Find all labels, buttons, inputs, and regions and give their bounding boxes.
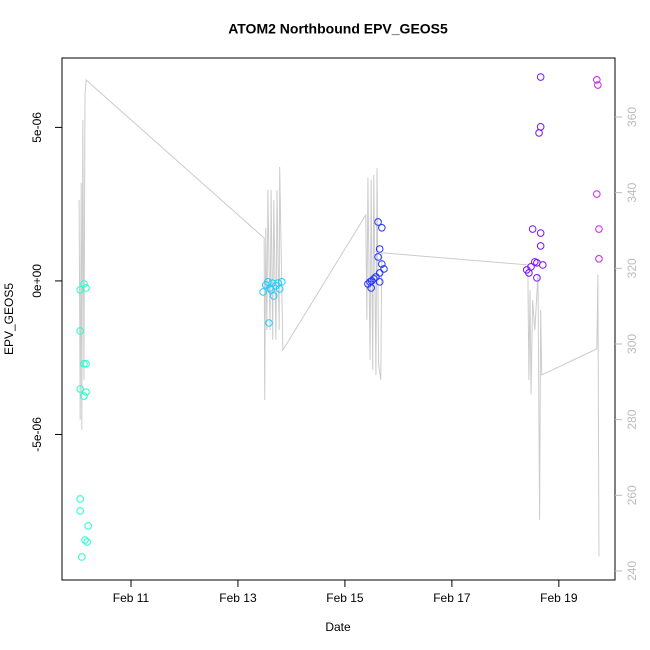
data-point (536, 73, 545, 81)
data-point (76, 495, 84, 503)
data-point (372, 273, 380, 281)
data-point (80, 360, 88, 368)
data-point (278, 278, 286, 286)
x-tick-label: Feb 13 (219, 591, 257, 605)
data-point (76, 327, 84, 335)
data-point (80, 392, 88, 400)
data-point (595, 225, 603, 233)
data-point (594, 81, 602, 89)
x-tick-label: Feb 17 (433, 591, 471, 605)
data-point (76, 385, 84, 393)
data-point (82, 388, 90, 396)
data-point (378, 224, 386, 232)
plot-frame (61, 57, 616, 581)
y-tick-label: -5e-06 (30, 417, 44, 452)
y2-tick-label: 320 (625, 258, 639, 278)
data-point (77, 553, 86, 561)
data-point (527, 263, 535, 271)
data-point (80, 280, 88, 288)
data-point (374, 253, 382, 261)
data-point (374, 218, 382, 226)
data-point (378, 260, 386, 268)
data-point (76, 507, 84, 515)
data-point (84, 522, 93, 530)
data-point (536, 229, 545, 237)
data-point (259, 288, 267, 296)
data-point (535, 129, 543, 137)
y2-tick-label: 260 (625, 485, 639, 505)
data-point (82, 284, 90, 292)
data-point (595, 255, 603, 263)
data-point (375, 269, 384, 277)
data-point (83, 538, 91, 546)
y2-tick-label: 340 (625, 182, 639, 202)
data-point (369, 274, 378, 283)
data-point (81, 536, 89, 544)
data-point (380, 265, 388, 273)
data-point (533, 274, 541, 282)
data-line (78, 78, 600, 557)
y-axis-label: EPV_GEOS5 (2, 283, 16, 355)
data-point (269, 292, 278, 300)
data-point (265, 319, 273, 327)
y2-tick-label: 240 (625, 561, 639, 581)
x-axis-label: Date (325, 620, 351, 634)
x-tick-label: Feb 19 (540, 591, 578, 605)
y2-tick-label: 360 (625, 107, 639, 127)
chart-title: ATOM2 Northbound EPV_GEOS5 (228, 21, 448, 37)
y2-tick-label: 300 (625, 334, 639, 354)
x-tick-label: Feb 15 (326, 591, 364, 605)
data-point (536, 122, 545, 131)
y-tick-label: 5e-06 (30, 112, 44, 143)
data-point (533, 259, 541, 267)
y-tick-label: 0e+00 (30, 264, 44, 298)
data-point (267, 286, 275, 294)
data-point (375, 245, 384, 253)
x-tick-label: Feb 11 (113, 591, 150, 605)
data-point (593, 190, 601, 198)
data-point (375, 278, 384, 286)
y2-tick-label: 280 (625, 409, 639, 429)
data-point (528, 225, 537, 233)
data-point (82, 360, 90, 368)
data-point (275, 285, 284, 293)
data-point (367, 277, 376, 285)
data-point (593, 76, 601, 84)
data-point (367, 284, 375, 292)
data-point (536, 242, 545, 250)
